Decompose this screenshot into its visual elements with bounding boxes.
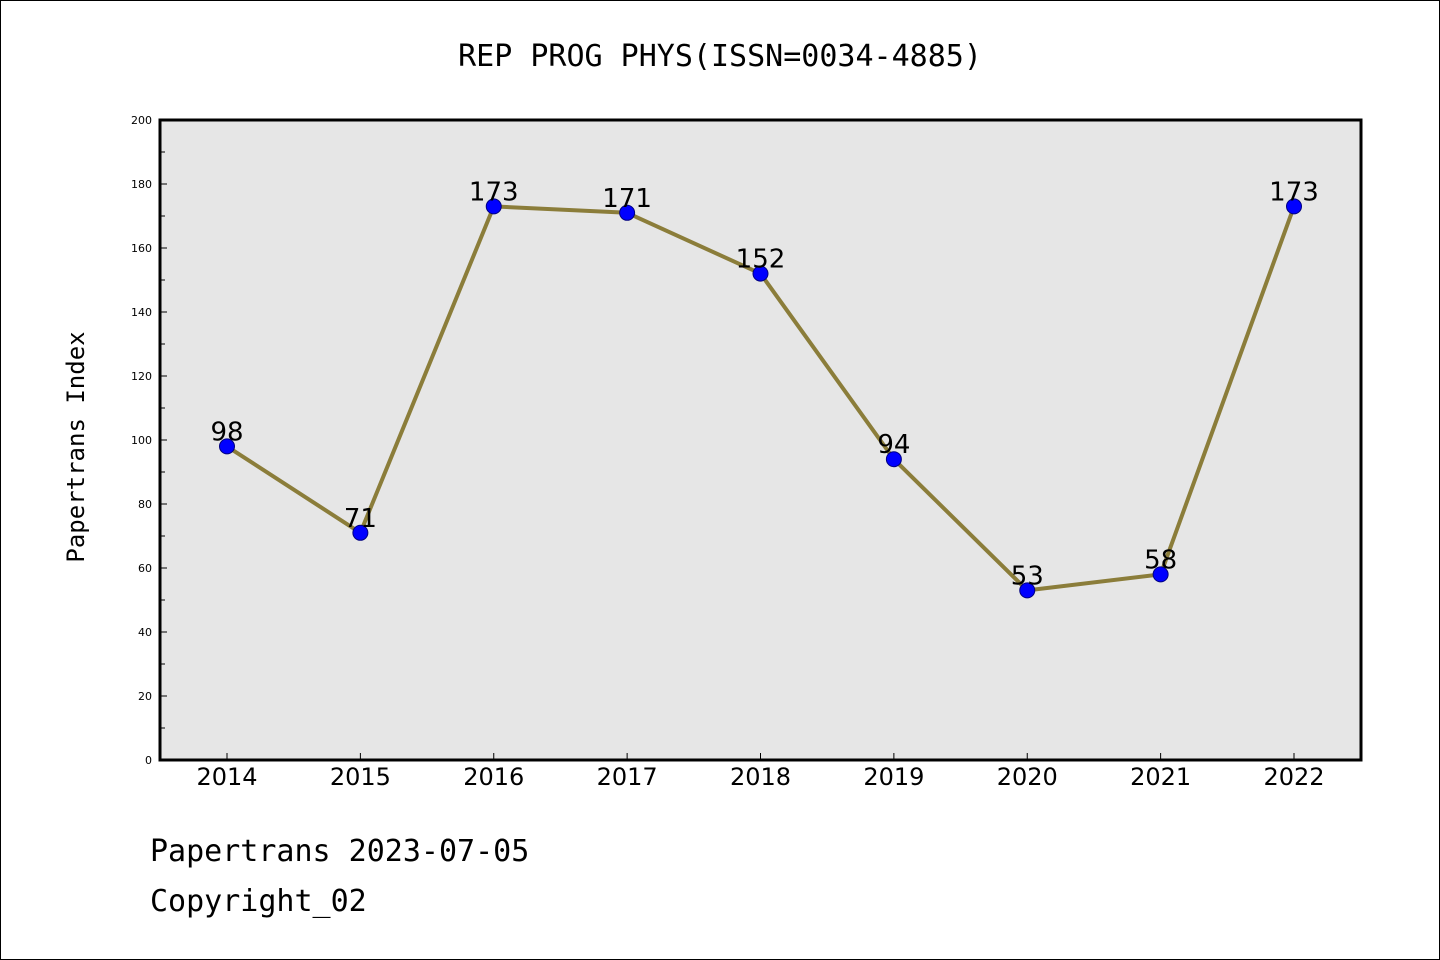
data-point (1286, 198, 1302, 215)
data-label: 98 (210, 417, 243, 447)
x-axis: 2014 2015 2016 2017 2018 2019 2020 2021 2022 (196, 753, 1325, 791)
footer-copyright: Copyright_02 (150, 884, 367, 919)
data-label: 58 (1144, 545, 1177, 575)
y-tick-label: 140 (131, 306, 152, 319)
data-labels: 98 71 173 171 152 94 53 58 173 (210, 177, 1318, 591)
data-point (752, 265, 769, 282)
data-label: 173 (469, 177, 519, 207)
y-tick-label: 100 (131, 434, 152, 447)
y-tick-label: 80 (138, 498, 152, 511)
y-tick-label: 0 (145, 754, 152, 767)
data-point (485, 198, 502, 215)
footer-date: Papertrans 2023-07-05 (150, 834, 530, 869)
data-label: 173 (1269, 177, 1319, 207)
x-tick-label: 2014 (196, 763, 257, 791)
y-tick-label: 120 (131, 370, 152, 383)
data-point (1152, 566, 1169, 583)
y-tick-label: 60 (138, 562, 152, 575)
x-tick-label: 2021 (1130, 763, 1191, 791)
y-tick-label: 200 (131, 114, 152, 127)
series-layer (219, 198, 1302, 599)
plot-area (158, 118, 1363, 762)
data-point (619, 204, 636, 221)
data-point (219, 438, 235, 455)
y-axis: 0 20 40 60 80 100 120 140 160 180 200 (131, 114, 167, 767)
chart-title: REP PROG PHYS(ISSN=0034-4885) (458, 39, 982, 74)
x-tick-label: 2022 (1263, 763, 1324, 791)
y-tick-label: 20 (138, 690, 152, 703)
x-tick-label: 2015 (330, 763, 391, 791)
data-label: 94 (877, 430, 910, 460)
y-tick-label: 160 (131, 242, 152, 255)
data-label: 71 (344, 504, 377, 534)
x-tick-label: 2019 (863, 763, 924, 791)
x-tick-label: 2017 (597, 763, 658, 791)
data-point (885, 451, 902, 468)
data-label: 53 (1011, 561, 1044, 591)
data-point (1019, 582, 1036, 599)
x-tick-label: 2016 (463, 763, 524, 791)
data-label: 152 (736, 245, 786, 275)
y-tick-label: 40 (138, 626, 152, 639)
x-tick-label: 2018 (730, 763, 791, 791)
data-point (352, 524, 369, 541)
y-axis-label: Papertrans Index (62, 331, 90, 562)
y-tick-label: 180 (131, 178, 152, 191)
data-label: 171 (602, 184, 652, 214)
x-tick-label: 2020 (997, 763, 1058, 791)
